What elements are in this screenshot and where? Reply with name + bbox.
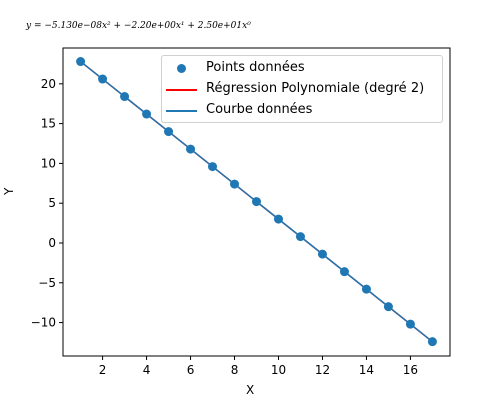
x-tick-label: 16	[403, 363, 418, 377]
y-axis-label: Y	[2, 187, 16, 195]
y-tick-label: 20	[41, 77, 56, 91]
x-tick-label: 8	[231, 363, 239, 377]
data-point	[339, 267, 349, 277]
data-point	[405, 319, 415, 329]
x-tick-label: 10	[271, 363, 286, 377]
data-point	[98, 74, 108, 84]
legend-label-curve: Courbe données	[206, 102, 313, 117]
data-point	[361, 284, 371, 294]
data-point	[186, 144, 196, 154]
legend-label-regression: Régression Polynomiale (degré 2)	[206, 81, 425, 96]
data-point	[252, 197, 261, 207]
x-tick-label: 4	[143, 363, 151, 377]
data-point	[208, 162, 218, 172]
data-point	[164, 127, 174, 137]
x-tick-label: 6	[187, 363, 195, 377]
x-axis-label: X	[246, 383, 255, 397]
legend-marker-regression	[166, 89, 197, 91]
data-point	[120, 92, 130, 102]
y-tick-label: 0	[48, 236, 56, 250]
data-point	[142, 109, 152, 119]
y-tick-label: 5	[48, 196, 56, 210]
data-point	[427, 337, 437, 347]
legend-entry-points: Points données	[162, 58, 442, 78]
data-point	[317, 249, 327, 259]
legend-entry-curve: Courbe données	[162, 100, 442, 120]
x-tick-label: 2	[99, 363, 107, 377]
legend-marker-points	[177, 64, 186, 73]
x-tick-label: 12	[315, 363, 330, 377]
legend: Points données Régression Polynomiale (d…	[161, 55, 443, 123]
plot-area-frame	[62, 47, 451, 357]
data-point	[273, 214, 283, 224]
x-tick-label: 14	[359, 363, 374, 377]
y-tick-label: −5	[38, 276, 56, 290]
data-point	[230, 179, 240, 189]
y-tick-label: 10	[41, 156, 56, 170]
chart-title: y = −5.130e−08x² + −2.20e+00x¹ + 2.50e+0…	[26, 21, 251, 31]
data-point	[295, 232, 305, 242]
legend-label-points: Points données	[206, 60, 305, 75]
y-tick-label: −10	[31, 316, 56, 330]
data-point	[383, 302, 393, 312]
data-point	[76, 57, 86, 67]
legend-marker-curve	[166, 110, 197, 112]
y-tick-label: 15	[41, 117, 56, 131]
legend-entry-regression: Régression Polynomiale (degré 2)	[162, 79, 442, 99]
